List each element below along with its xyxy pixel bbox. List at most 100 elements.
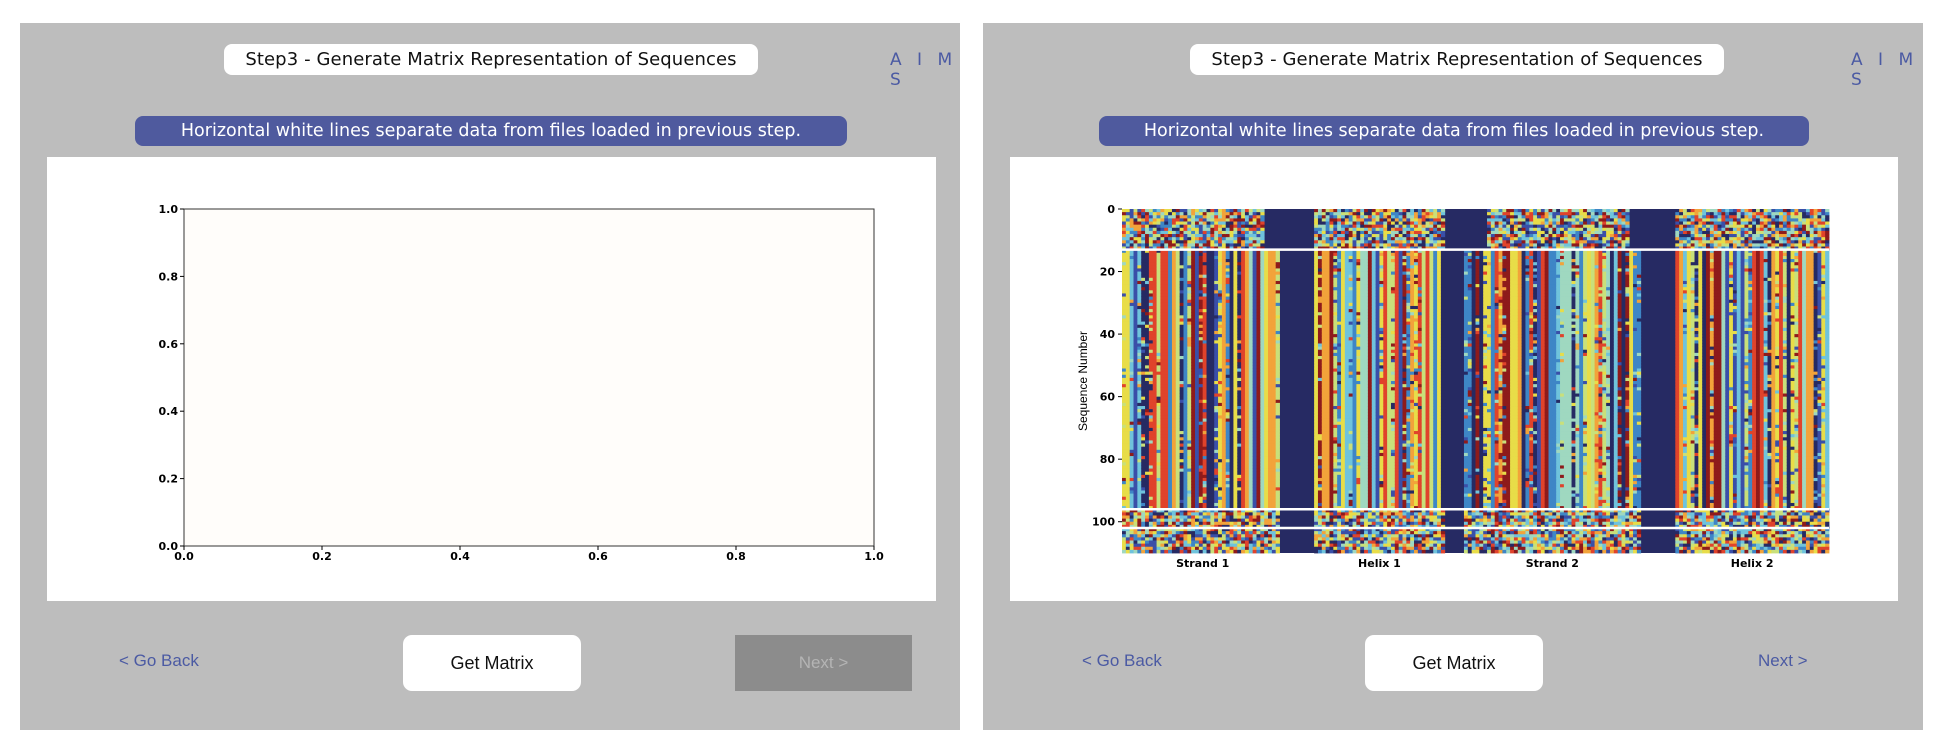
heatmap-cell <box>1314 452 1319 457</box>
heatmap-cell <box>1145 502 1150 507</box>
heatmap-cell <box>1198 393 1204 398</box>
heatmap-cell <box>1248 362 1254 366</box>
go-back-link[interactable]: < Go Back <box>119 651 199 670</box>
heatmap-cell <box>1171 409 1177 413</box>
heatmap-cell <box>1122 240 1127 244</box>
heatmap-cell <box>1198 496 1204 501</box>
heatmap-cell <box>1256 431 1261 435</box>
heatmap-cell <box>1218 459 1223 463</box>
heatmap-cell <box>1175 305 1181 310</box>
heatmap-cell <box>1225 446 1230 451</box>
heatmap-cell <box>1225 427 1230 432</box>
heatmap-cell <box>1141 296 1146 301</box>
heatmap-cell <box>1256 399 1261 404</box>
heatmap-cell <box>1187 305 1192 310</box>
heatmap-cell <box>1198 527 1204 532</box>
heatmap-cell <box>1206 368 1211 373</box>
heatmap-cell <box>1129 512 1134 516</box>
heatmap-cell <box>1179 221 1184 226</box>
heatmap-cell <box>1195 237 1200 241</box>
heatmap-cell <box>1225 546 1230 551</box>
heatmap-cell <box>1125 265 1131 269</box>
heatmap-cell <box>1122 540 1127 545</box>
heatmap-cell <box>1145 427 1150 432</box>
heatmap-cell <box>1221 240 1227 244</box>
heatmap-cell <box>1125 284 1131 288</box>
heatmap-cell <box>1156 284 1161 288</box>
heatmap-cell <box>1325 427 1330 432</box>
heatmap-cell <box>1148 412 1154 416</box>
heatmap-cell <box>1252 459 1257 463</box>
heatmap-cell <box>1133 449 1138 454</box>
heatmap-cell <box>1175 259 1181 263</box>
heatmap-cell <box>1233 309 1238 313</box>
heatmap-cell <box>1137 334 1142 338</box>
heatmap-cell <box>1268 280 1273 285</box>
heatmap-cell <box>1187 368 1192 373</box>
heatmap-cell <box>1148 287 1154 291</box>
heatmap-cell <box>1321 277 1327 282</box>
heatmap-cell <box>1271 287 1277 291</box>
heatmap-cell <box>1145 262 1150 266</box>
heatmap-cell <box>1314 459 1319 463</box>
heatmap-cell <box>1171 296 1177 301</box>
heatmap-cell <box>1145 477 1150 482</box>
heatmap-cell <box>1329 377 1334 382</box>
heatmap-cell <box>1164 252 1169 257</box>
heatmap-cell <box>1202 446 1207 451</box>
get-matrix-button[interactable]: Get Matrix <box>403 635 581 691</box>
heatmap-cell <box>1225 284 1230 288</box>
heatmap-cell <box>1314 352 1319 357</box>
heatmap-cell <box>1202 312 1207 316</box>
heatmap-cell <box>1171 215 1177 219</box>
heatmap-cell <box>1233 321 1238 326</box>
heatmap-cell <box>1225 230 1230 235</box>
heatmap-cell <box>1206 234 1211 238</box>
heatmap-cell <box>1271 446 1277 451</box>
heatmap-cell <box>1237 474 1242 479</box>
heatmap-cell <box>1141 471 1146 476</box>
heatmap-cell <box>1317 499 1323 504</box>
heatmap-cell <box>1275 484 1280 488</box>
heatmap-cell <box>1191 440 1196 444</box>
heatmap-cell <box>1237 312 1242 316</box>
heatmap-cell <box>1137 449 1142 454</box>
heatmap-cell <box>1183 471 1188 476</box>
heatmap-cell <box>1122 502 1127 507</box>
heatmap-cell <box>1198 471 1204 476</box>
heatmap-cell <box>1260 496 1265 501</box>
heatmap-cell <box>1152 234 1157 238</box>
heatmap-cell <box>1148 384 1154 388</box>
heatmap-cell <box>1148 255 1154 260</box>
heatmap-cell <box>1329 374 1334 379</box>
heatmap-cell <box>1122 421 1127 426</box>
heatmap-cell <box>1141 387 1146 391</box>
heatmap-cell <box>1160 365 1165 369</box>
heatmap-cell <box>1141 465 1146 469</box>
heatmap-cell <box>1233 443 1238 448</box>
heatmap-cell <box>1221 384 1227 388</box>
heatmap-cell <box>1264 359 1269 363</box>
heatmap-cell <box>1202 462 1207 466</box>
heatmap-cell <box>1152 374 1157 379</box>
heatmap-cell <box>1218 502 1223 507</box>
heatmap-cell <box>1260 393 1265 398</box>
heatmap-cell <box>1321 368 1327 373</box>
heatmap-cell <box>1129 365 1134 369</box>
heatmap-cell <box>1125 521 1131 526</box>
heatmap-cell <box>1256 290 1261 294</box>
heatmap-cell <box>1141 280 1146 285</box>
heatmap-cell <box>1221 484 1227 488</box>
heatmap-cell <box>1191 481 1196 485</box>
heatmap-cell <box>1148 515 1154 519</box>
heatmap-cell <box>1195 468 1200 473</box>
heatmap-cell <box>1233 499 1238 504</box>
heatmap-cell <box>1268 540 1273 545</box>
heatmap-cell <box>1164 284 1169 288</box>
heatmap-cell <box>1206 246 1211 251</box>
heatmap-cell <box>1168 424 1173 429</box>
heatmap-cell <box>1187 296 1192 301</box>
heatmap-cell <box>1191 324 1196 329</box>
heatmap-cell <box>1229 209 1234 213</box>
heatmap-cell <box>1221 518 1227 523</box>
